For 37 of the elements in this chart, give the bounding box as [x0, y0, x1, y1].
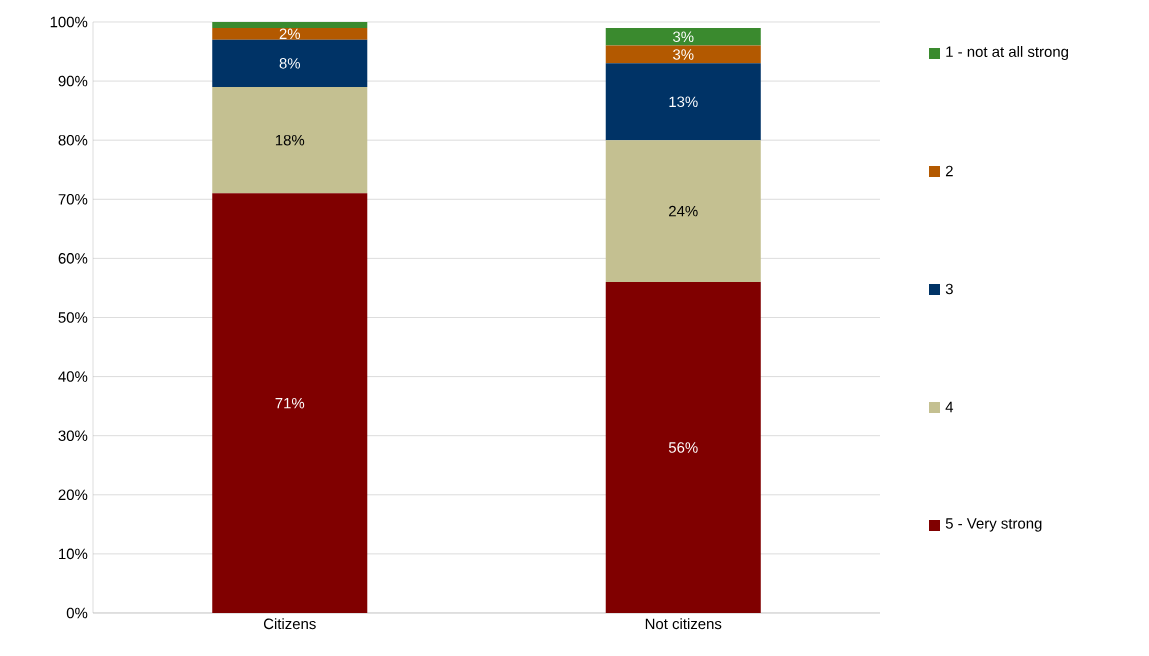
legend-label: 1 - not at all strong	[946, 46, 1068, 60]
bar	[605, 140, 761, 283]
bar	[212, 193, 368, 613]
data-label: 18%	[275, 134, 305, 146]
y-tick-label: 90%	[58, 75, 88, 87]
bar	[605, 27, 761, 46]
bar	[212, 27, 368, 40]
y-tick-label: 20%	[58, 489, 88, 501]
data-label: 71%	[275, 397, 305, 409]
bar	[212, 86, 368, 194]
bar	[605, 63, 761, 141]
y-tick-label: 50%	[58, 312, 88, 323]
legend-label: 2	[945, 165, 953, 177]
data-label: 8%	[279, 58, 301, 69]
x-tick-label: Citizens	[263, 618, 316, 630]
y-tick-label: 0%	[66, 607, 88, 619]
legend-label: 3	[945, 283, 953, 295]
y-tick-label: 70%	[58, 193, 88, 205]
legend-label: 4	[945, 401, 954, 413]
bar	[212, 39, 368, 87]
y-tick-label: 30%	[58, 430, 88, 441]
legend-label: 5 - Very strong	[945, 518, 1042, 532]
data-label: 24%	[669, 205, 698, 217]
data-label: 3%	[673, 49, 694, 60]
data-label: 3%	[673, 31, 694, 43]
y-tick-label: 80%	[58, 134, 88, 146]
data-label: 2%	[279, 28, 301, 40]
bar	[605, 282, 761, 613]
y-tick-label: 40%	[58, 371, 88, 382]
y-tick-label: 100%	[50, 16, 88, 28]
data-label: 56%	[668, 442, 698, 453]
bar	[212, 21, 368, 28]
y-tick-label: 60%	[58, 253, 88, 264]
bar	[605, 45, 761, 64]
data-label: 13%	[669, 96, 698, 108]
x-tick-label: Not citizens	[645, 618, 722, 630]
y-tick-label: 10%	[59, 548, 88, 560]
